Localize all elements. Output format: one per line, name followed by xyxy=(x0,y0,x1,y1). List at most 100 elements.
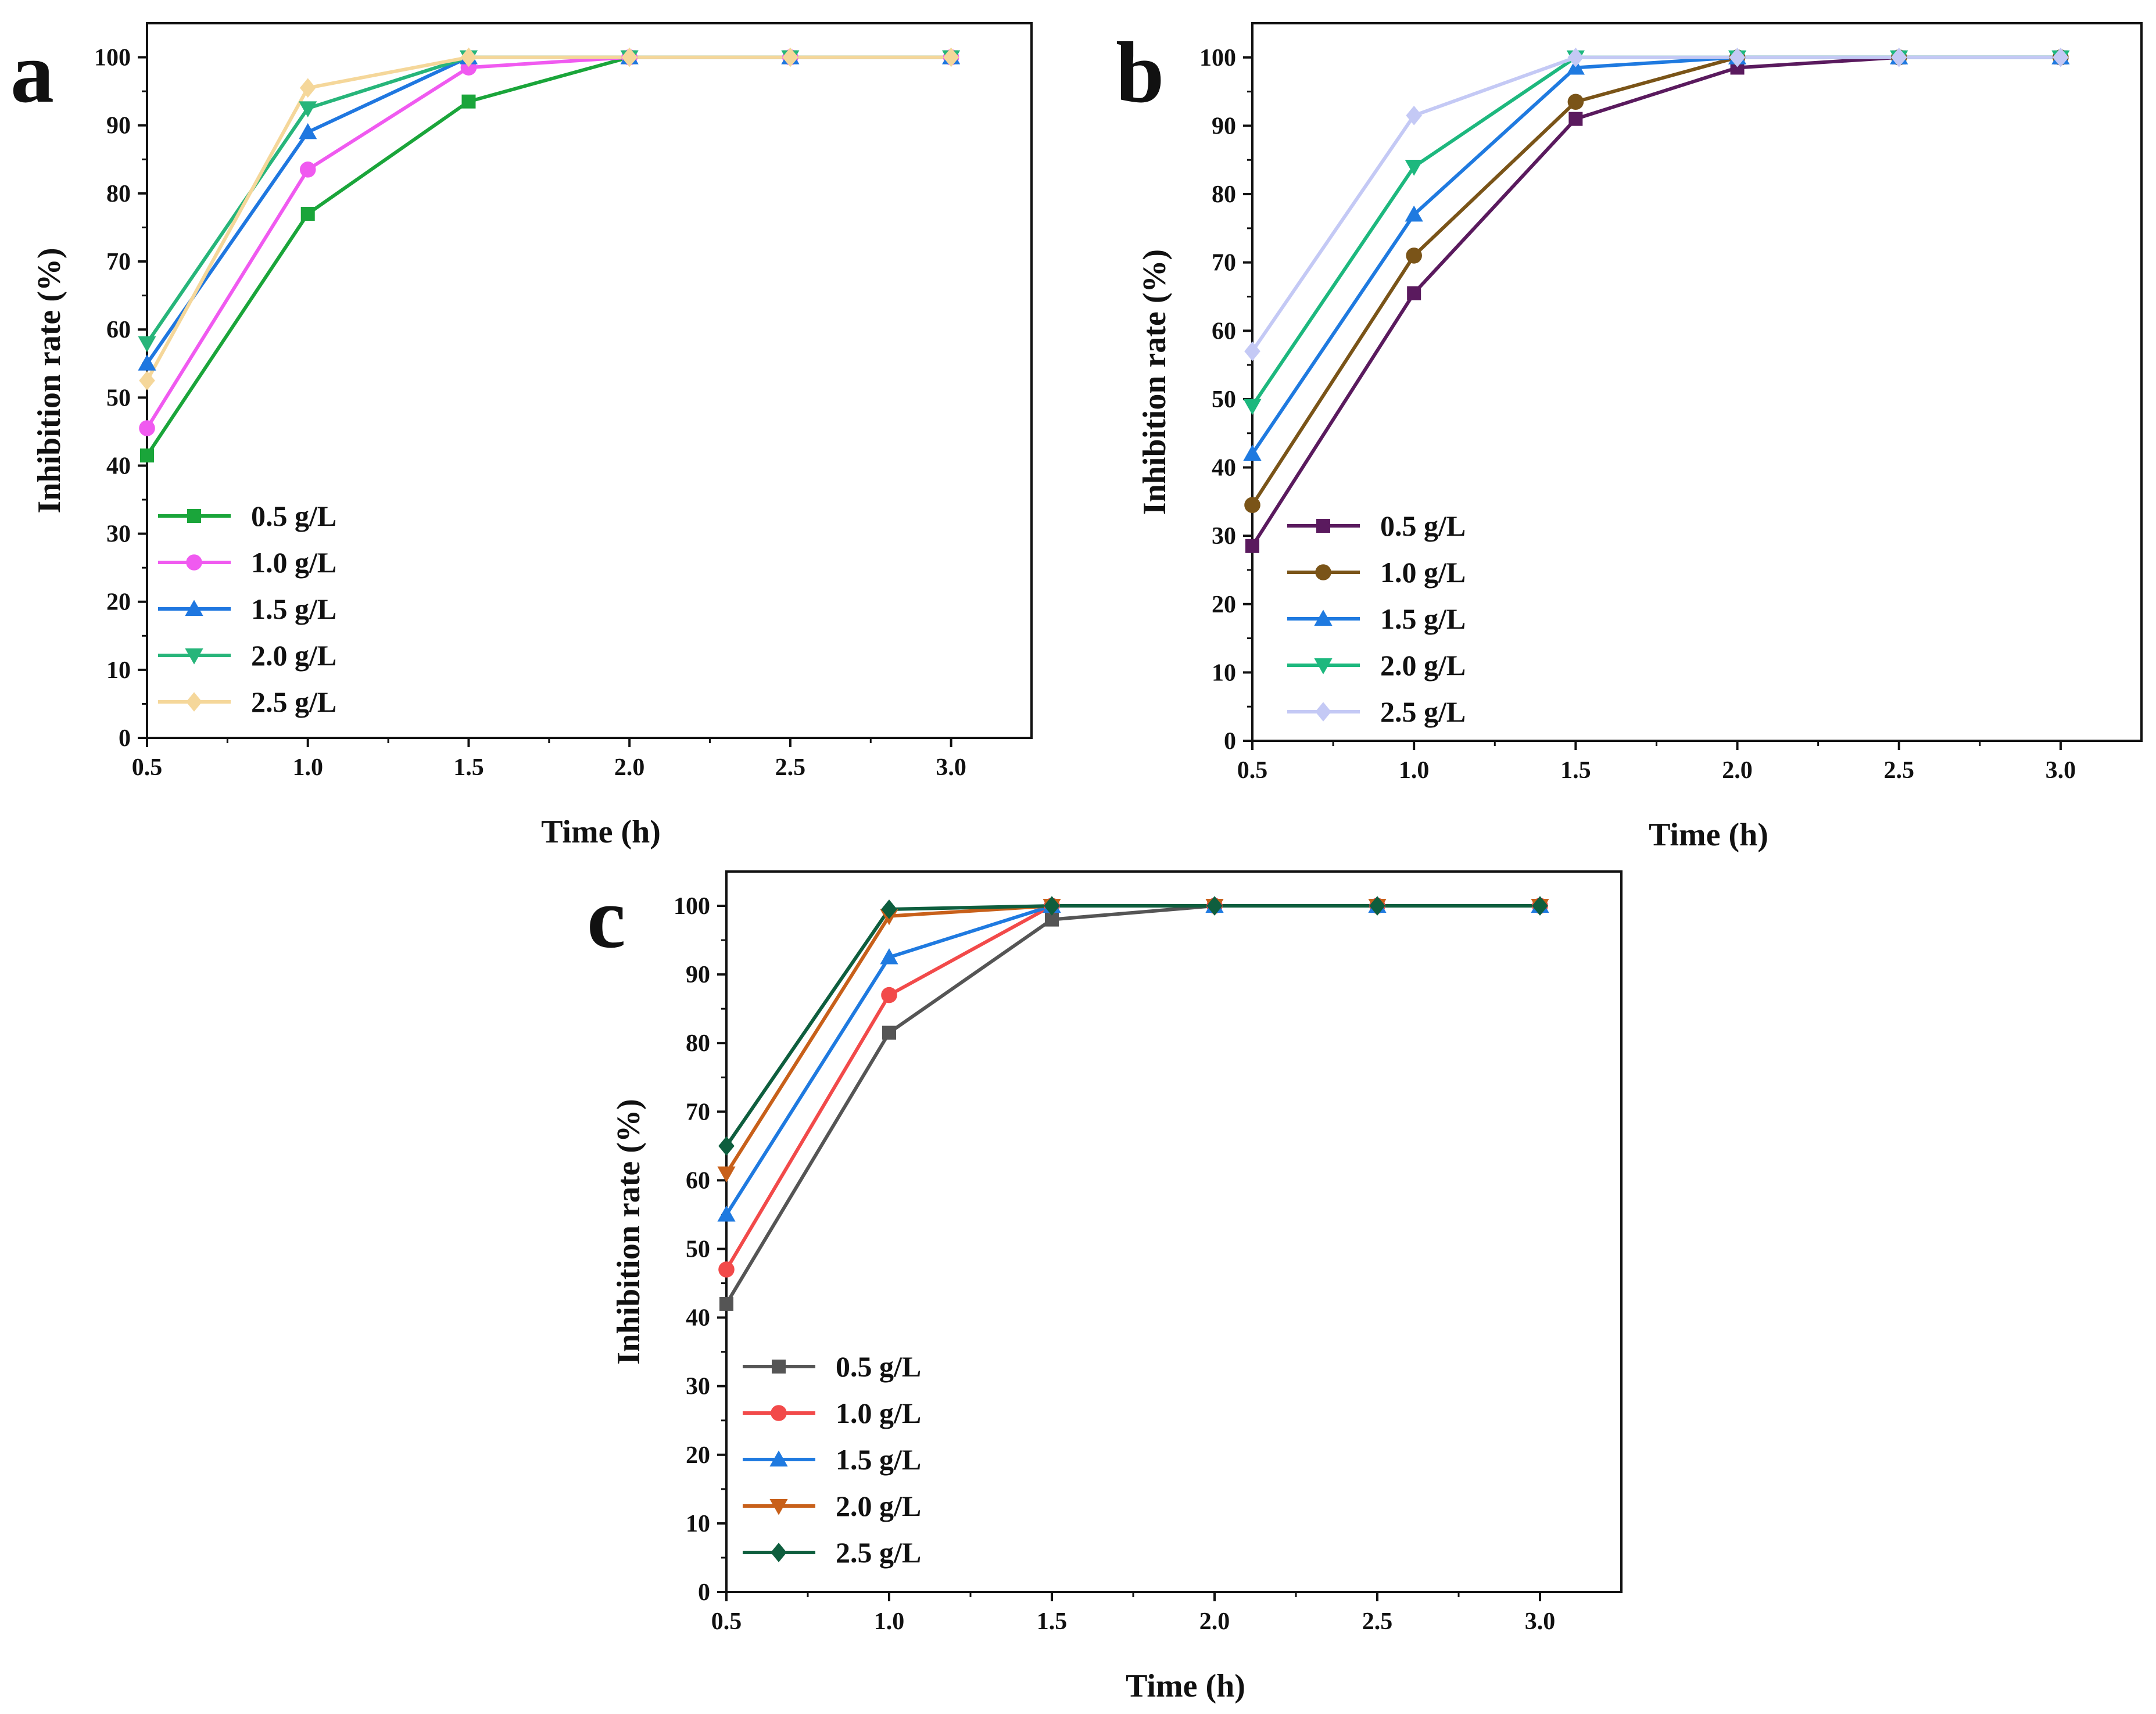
y-tick-label: 30 xyxy=(1212,523,1236,550)
x-tick-label: 3.0 xyxy=(1525,1608,1556,1635)
series-line-2-0-g-L xyxy=(145,55,951,345)
legend-marker xyxy=(1314,609,1333,626)
legend-label: 2.5 g/L xyxy=(836,1536,921,1569)
legend-marker xyxy=(185,648,203,665)
legend-marker xyxy=(769,1499,788,1515)
data-point xyxy=(943,47,959,67)
y-tick-label: 80 xyxy=(1212,181,1236,208)
y-tick-label: 20 xyxy=(686,1442,710,1469)
data-point xyxy=(719,1297,733,1311)
y-tick-label: 0 xyxy=(698,1579,710,1606)
data-point xyxy=(1407,286,1421,300)
data-point xyxy=(717,1205,736,1222)
y-tick-label: 60 xyxy=(1212,318,1236,345)
y-tick-label: 60 xyxy=(686,1167,710,1194)
data-point xyxy=(1406,248,1422,264)
legend-label: 2.0 g/L xyxy=(836,1490,921,1522)
y-tick-label: 80 xyxy=(106,181,131,207)
data-point xyxy=(460,47,477,67)
data-point xyxy=(718,1136,735,1156)
series-line-1-5-g-L xyxy=(1251,55,2061,455)
y-tick-label: 10 xyxy=(686,1511,710,1537)
series-line-2-5-g-L xyxy=(725,904,1540,1148)
series-line-1-5-g-L xyxy=(725,904,1540,1216)
data-point xyxy=(1243,444,1262,461)
series-line-1-5-g-L xyxy=(145,55,951,365)
data-point xyxy=(139,371,155,390)
y-tick-label: 20 xyxy=(1212,591,1236,618)
legend-marker xyxy=(771,1543,787,1562)
data-point xyxy=(299,101,317,118)
y-axis-title: Inhibition rate (%) xyxy=(31,248,67,513)
series-line-1-0-g-L xyxy=(1251,55,2061,506)
data-point xyxy=(461,94,476,109)
legend-label: 1.0 g/L xyxy=(836,1397,921,1429)
y-tick-label: 100 xyxy=(1199,45,1236,71)
data-point xyxy=(1532,896,1548,916)
series-line-2-5-g-L xyxy=(145,55,951,382)
legend-marker xyxy=(769,1450,788,1466)
x-tick-label: 1.0 xyxy=(1399,757,1430,784)
data-point xyxy=(1890,48,1907,67)
x-tick-label: 0.5 xyxy=(711,1608,742,1635)
data-point xyxy=(1206,896,1223,916)
data-point xyxy=(1405,205,1423,222)
series-line-0-5-g-L xyxy=(1251,55,2061,547)
y-tick-label: 40 xyxy=(106,453,131,479)
data-point xyxy=(1406,105,1422,125)
chart-panel-a: a 0 10 20 30 40 50 60 70 80 90 100 0.5 1.0 1.5 2.0 2.5 3.… xyxy=(10,22,1033,850)
y-tick-label: 90 xyxy=(1212,113,1236,139)
legend-label: 1.5 g/L xyxy=(1380,603,1466,635)
data-point xyxy=(299,123,317,139)
data-point xyxy=(138,336,156,353)
y-tick-label: 80 xyxy=(686,1030,710,1057)
legend-marker xyxy=(186,554,202,571)
y-axis-title: Inhibition rate (%) xyxy=(611,1099,647,1364)
data-point xyxy=(1729,48,1746,67)
series-line-1-0-g-L xyxy=(145,55,951,429)
legend-label: 0.5 g/L xyxy=(836,1350,921,1383)
y-tick-label: 10 xyxy=(106,657,131,684)
legend-marker xyxy=(185,600,203,616)
y-tick-label: 30 xyxy=(686,1374,710,1400)
x-tick-label: 1.5 xyxy=(1037,1608,1068,1635)
data-point xyxy=(621,47,638,67)
x-tick-label: 2.0 xyxy=(1722,757,1753,784)
plot-frame xyxy=(1251,22,2143,742)
series-line-0-5-g-L xyxy=(145,55,951,457)
legend-label: 1.0 g/L xyxy=(251,546,336,579)
y-tick-label: 0 xyxy=(119,725,131,752)
chart-panel-c: c 0 10 20 30 40 50 60 70 80 90 100 0.5 1.0 1.5 2.0 2.5 3.… xyxy=(587,870,1623,1704)
data-point xyxy=(2053,48,2069,67)
series-line-2-0-g-L xyxy=(725,904,1540,1175)
data-point xyxy=(140,448,154,462)
legend-label: 2.0 g/L xyxy=(251,639,336,672)
data-point xyxy=(300,207,315,221)
panel-label: a xyxy=(10,24,54,121)
y-tick-label: 90 xyxy=(106,113,131,139)
legend-marker xyxy=(1315,564,1331,580)
x-axis-title: Time (h) xyxy=(541,814,661,850)
x-tick-label: 3.0 xyxy=(2046,757,2076,784)
legend-label: 2.5 g/L xyxy=(1380,695,1466,728)
legend-marker xyxy=(771,1405,787,1421)
x-tick-label: 1.0 xyxy=(292,754,323,781)
y-tick-label: 10 xyxy=(1212,659,1236,686)
data-point xyxy=(138,354,156,371)
y-tick-label: 40 xyxy=(1212,455,1236,482)
y-tick-label: 30 xyxy=(106,521,131,548)
data-point xyxy=(1245,539,1259,553)
data-point xyxy=(1243,399,1262,415)
legend-label: 1.0 g/L xyxy=(1380,556,1466,589)
legend-label: 0.5 g/L xyxy=(1380,510,1466,542)
x-tick-label: 1.5 xyxy=(453,754,484,781)
data-point xyxy=(881,987,897,1003)
data-point xyxy=(1405,160,1423,176)
legend-marker xyxy=(186,692,202,712)
plot-frame xyxy=(146,22,1033,739)
legend-marker xyxy=(772,1360,786,1374)
data-point xyxy=(880,948,898,964)
legend-label: 0.5 g/L xyxy=(251,500,336,532)
y-tick-label: 100 xyxy=(94,45,131,71)
